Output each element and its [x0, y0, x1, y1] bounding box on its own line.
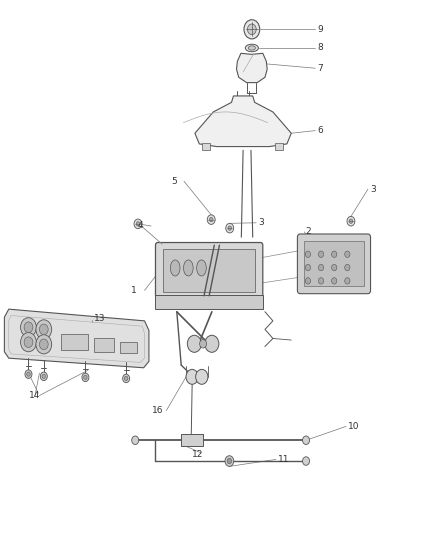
Bar	[304, 241, 364, 286]
Circle shape	[27, 372, 30, 376]
Text: 8: 8	[318, 44, 323, 52]
Circle shape	[21, 318, 36, 337]
Circle shape	[303, 436, 310, 445]
Circle shape	[24, 337, 33, 348]
Circle shape	[209, 217, 213, 222]
Text: 12: 12	[192, 450, 203, 458]
Bar	[61, 334, 88, 350]
Circle shape	[318, 264, 324, 271]
Ellipse shape	[245, 44, 258, 52]
Circle shape	[196, 369, 208, 384]
Circle shape	[244, 20, 260, 39]
Text: 6: 6	[318, 126, 323, 135]
Circle shape	[332, 278, 337, 284]
Circle shape	[40, 372, 47, 381]
Bar	[181, 434, 203, 446]
Circle shape	[39, 339, 48, 350]
Circle shape	[132, 436, 139, 445]
Circle shape	[124, 376, 128, 381]
Bar	[275, 143, 283, 150]
Text: 10: 10	[348, 422, 360, 431]
Circle shape	[305, 251, 311, 257]
Circle shape	[39, 324, 48, 335]
Ellipse shape	[184, 260, 193, 276]
Polygon shape	[4, 309, 149, 368]
Circle shape	[36, 335, 52, 354]
Circle shape	[227, 458, 232, 464]
Circle shape	[345, 251, 350, 257]
Text: 14: 14	[28, 391, 40, 400]
Circle shape	[24, 322, 33, 333]
Circle shape	[82, 373, 89, 382]
Text: 3: 3	[370, 185, 376, 193]
Circle shape	[225, 456, 234, 466]
Circle shape	[207, 215, 215, 224]
Circle shape	[247, 24, 256, 35]
Text: 9: 9	[318, 25, 323, 34]
Text: 4: 4	[137, 222, 143, 230]
Circle shape	[226, 223, 234, 233]
Text: 1: 1	[131, 286, 137, 295]
Bar	[94, 338, 114, 352]
Circle shape	[123, 374, 130, 383]
Circle shape	[228, 226, 232, 230]
Circle shape	[305, 278, 311, 284]
Circle shape	[186, 369, 198, 384]
FancyBboxPatch shape	[297, 234, 371, 294]
Polygon shape	[195, 96, 291, 147]
Circle shape	[42, 374, 46, 378]
Circle shape	[205, 335, 219, 352]
Ellipse shape	[197, 260, 206, 276]
Ellipse shape	[248, 46, 255, 50]
Text: 7: 7	[318, 64, 323, 72]
Text: 3: 3	[258, 219, 264, 227]
Text: 11: 11	[278, 455, 290, 464]
Ellipse shape	[170, 260, 180, 276]
Circle shape	[134, 219, 142, 229]
Circle shape	[318, 278, 324, 284]
Circle shape	[318, 251, 324, 257]
Circle shape	[25, 370, 32, 378]
Circle shape	[200, 340, 207, 348]
Circle shape	[136, 222, 140, 226]
Text: 13: 13	[94, 314, 106, 322]
Text: 2: 2	[306, 228, 311, 236]
Circle shape	[345, 264, 350, 271]
Circle shape	[332, 264, 337, 271]
Circle shape	[36, 320, 52, 339]
Circle shape	[84, 375, 87, 379]
Circle shape	[303, 457, 310, 465]
Text: 16: 16	[152, 406, 164, 415]
Bar	[155, 295, 263, 309]
Bar	[163, 249, 255, 292]
Polygon shape	[237, 53, 267, 83]
Text: 5: 5	[171, 177, 177, 185]
Circle shape	[347, 216, 355, 226]
Circle shape	[187, 335, 201, 352]
Circle shape	[345, 278, 350, 284]
Bar	[202, 143, 210, 150]
Circle shape	[349, 219, 353, 223]
FancyBboxPatch shape	[155, 243, 263, 298]
Circle shape	[21, 333, 36, 352]
Bar	[120, 342, 137, 353]
Circle shape	[332, 251, 337, 257]
Circle shape	[305, 264, 311, 271]
